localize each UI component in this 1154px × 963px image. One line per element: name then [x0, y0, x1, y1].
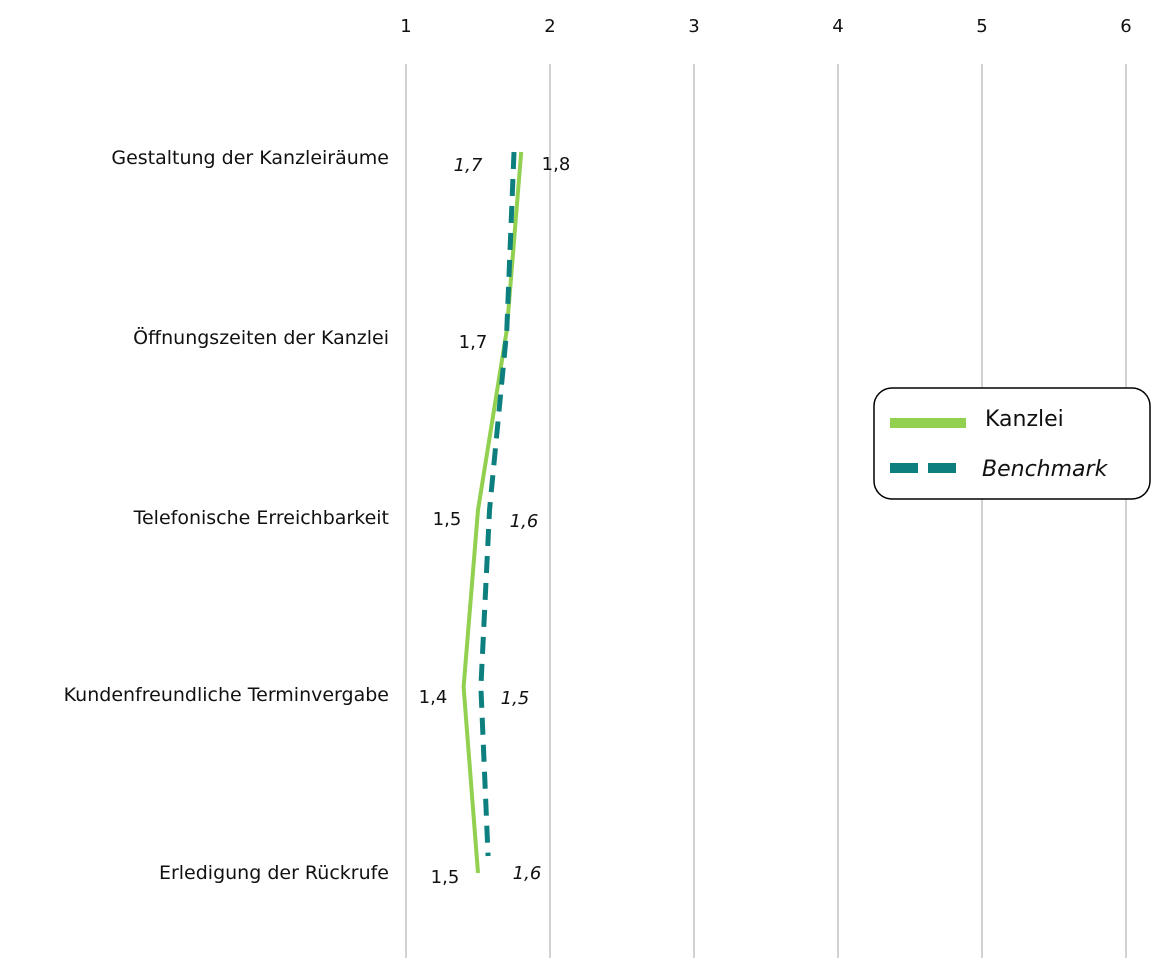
data-label-benchmark: 1,6 — [510, 511, 539, 532]
data-label-kanzlei: 1,5 — [433, 509, 462, 530]
category-labels: Gestaltung der Kanzleiräume Öffnungszeite… — [64, 147, 389, 884]
data-label-benchmark: 1,6 — [513, 863, 542, 884]
x-tick-label-3: 3 — [688, 16, 699, 37]
x-tick-label-5: 5 — [976, 16, 987, 37]
data-label-kanzlei: 1,4 — [419, 687, 448, 708]
category-label: Telefonische Erreichbarkeit — [133, 507, 389, 529]
legend-label-kanzlei: Kanzlei — [985, 407, 1064, 432]
category-label: Erledigung der Rückrufe — [159, 862, 389, 884]
gridlines — [405, 64, 1127, 958]
legend: Kanzlei Benchmark — [873, 387, 1151, 500]
data-label-kanzlei: 1,7 — [459, 332, 488, 353]
category-label: Kundenfreundliche Terminvergabe — [64, 684, 389, 706]
legend-label-benchmark: Benchmark — [982, 457, 1109, 482]
series-line-benchmark — [478, 151, 517, 857]
x-tick-label-2: 2 — [544, 16, 555, 37]
x-axis-ticks: 1 2 3 4 5 6 — [400, 16, 1131, 37]
data-labels: 1,8 1,7 1,5 1,4 1,5 1,7 1,6 1,5 1,6 — [419, 154, 571, 888]
legend-box — [873, 387, 1151, 500]
category-label: Öffnungszeiten der Kanzlei — [133, 326, 389, 349]
x-tick-label-4: 4 — [832, 16, 843, 37]
data-label-benchmark: 1,7 — [454, 155, 483, 176]
x-tick-label-6: 6 — [1120, 16, 1131, 37]
data-label-benchmark: 1,5 — [501, 688, 530, 709]
series-lines — [461, 151, 524, 874]
x-tick-label-1: 1 — [400, 16, 411, 37]
category-label: Gestaltung der Kanzleiräume — [111, 147, 389, 169]
data-label-kanzlei: 1,5 — [431, 867, 460, 888]
data-label-kanzlei: 1,8 — [542, 154, 571, 175]
